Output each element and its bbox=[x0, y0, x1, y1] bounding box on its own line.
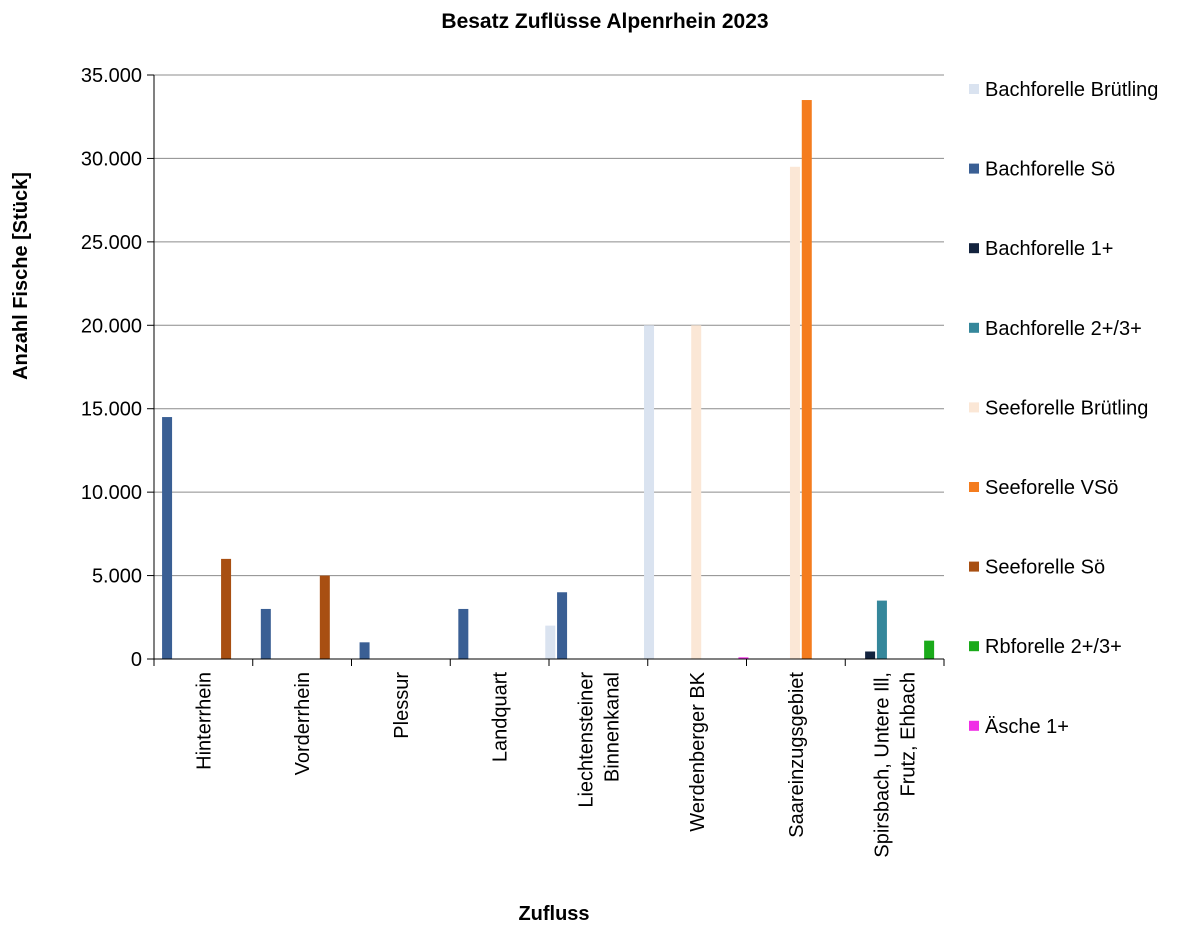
gridlines bbox=[154, 74, 944, 577]
x-tick-label-line: Liechtensteiner bbox=[575, 672, 597, 808]
x-tick-label-line: Landquart bbox=[490, 672, 512, 763]
y-tick-label: 20.000 bbox=[81, 315, 142, 337]
x-tick-label-line: Plessur bbox=[391, 672, 413, 739]
legend-swatch bbox=[969, 163, 979, 174]
bar bbox=[545, 625, 556, 659]
x-axis-ticks: Hinterrhein Vorderrhein Plessur Landquart Li… bbox=[153, 659, 945, 858]
bar bbox=[359, 642, 370, 659]
legend-swatch bbox=[969, 482, 979, 492]
bar bbox=[458, 608, 469, 659]
bar bbox=[557, 592, 568, 659]
x-tick-label: Vorderrhein bbox=[292, 672, 314, 775]
legend-swatch bbox=[969, 641, 979, 652]
legend-swatch bbox=[969, 322, 979, 333]
bar bbox=[691, 325, 702, 659]
bar bbox=[924, 640, 935, 659]
legend-label: Seeforelle Sö bbox=[985, 557, 1105, 579]
y-tick-label: 15.000 bbox=[81, 399, 142, 421]
y-axis-ticks: 0 5.000 10.000 15.000 20.000 25.000 30.000 35.0… bbox=[81, 65, 154, 671]
axes bbox=[153, 75, 944, 660]
bar bbox=[876, 600, 887, 659]
x-tick-label-line: Frutz, Ehbach bbox=[898, 672, 920, 797]
x-tick-label: Plessur bbox=[391, 672, 413, 739]
bar bbox=[260, 608, 271, 659]
legend-label: Bachforelle 2+/3+ bbox=[985, 318, 1142, 340]
x-tick-label: Spirsbach, Untere Ill, Frutz, Ehbach bbox=[872, 672, 920, 858]
x-tick-label: Saareinzugsgebiet bbox=[786, 672, 808, 838]
x-tick-label: Werdenberger BK bbox=[687, 671, 709, 831]
y-tick-label: 0 bbox=[131, 649, 142, 671]
x-tick-label-line: Saareinzugsgebiet bbox=[786, 672, 808, 838]
legend-label: Rbforelle 2+/3+ bbox=[985, 636, 1122, 658]
x-tick-label: Hinterrhein bbox=[193, 672, 215, 770]
legend-swatch bbox=[969, 720, 979, 731]
bar bbox=[319, 575, 330, 659]
x-tick-label: Liechtensteiner Binnenkanal bbox=[575, 672, 623, 808]
legend-label: Seeforelle VSö bbox=[985, 477, 1118, 499]
y-tick-label: 10.000 bbox=[81, 482, 142, 504]
bar bbox=[162, 417, 173, 659]
x-tick-label-line: Spirsbach, Untere Ill, bbox=[872, 672, 894, 858]
legend-label: Seeforelle Brütling bbox=[985, 397, 1148, 419]
legend-swatch bbox=[969, 243, 979, 254]
y-tick-label: 25.000 bbox=[81, 232, 142, 254]
y-tick-label: 5.000 bbox=[92, 566, 142, 588]
legend-label: Bachforelle 1+ bbox=[985, 238, 1113, 260]
x-tick-label-line: Vorderrhein bbox=[292, 672, 314, 775]
x-tick-label-line: Hinterrhein bbox=[193, 672, 215, 770]
bar bbox=[221, 558, 232, 659]
bar bbox=[789, 166, 800, 659]
bar bbox=[644, 325, 655, 659]
chart-title: Besatz Zuflüsse Alpenrhein 2023 bbox=[441, 10, 768, 33]
y-tick-label: 30.000 bbox=[81, 148, 142, 170]
bar bbox=[738, 657, 749, 659]
bar bbox=[865, 651, 876, 659]
bars bbox=[162, 100, 935, 660]
legend-swatch bbox=[969, 402, 979, 413]
legend-label: Äsche 1+ bbox=[985, 716, 1069, 738]
legend: Bachforelle Brütling Bachforelle Sö Bachfo… bbox=[969, 79, 1158, 738]
y-axis-title: Anzahl Fische [Stück] bbox=[10, 172, 32, 380]
x-axis-title: Zufluss bbox=[518, 903, 589, 925]
legend-swatch bbox=[969, 84, 979, 94]
legend-swatch bbox=[969, 561, 979, 572]
legend-label: Bachforelle Sö bbox=[985, 159, 1115, 181]
x-tick-label-line: Werdenberger BK bbox=[687, 671, 709, 831]
bar bbox=[801, 100, 812, 660]
x-tick-label-line: Binnenkanal bbox=[601, 672, 623, 782]
x-tick-label: Landquart bbox=[490, 672, 512, 763]
y-tick-label: 35.000 bbox=[81, 65, 142, 87]
legend-label: Bachforelle Brütling bbox=[985, 79, 1158, 101]
